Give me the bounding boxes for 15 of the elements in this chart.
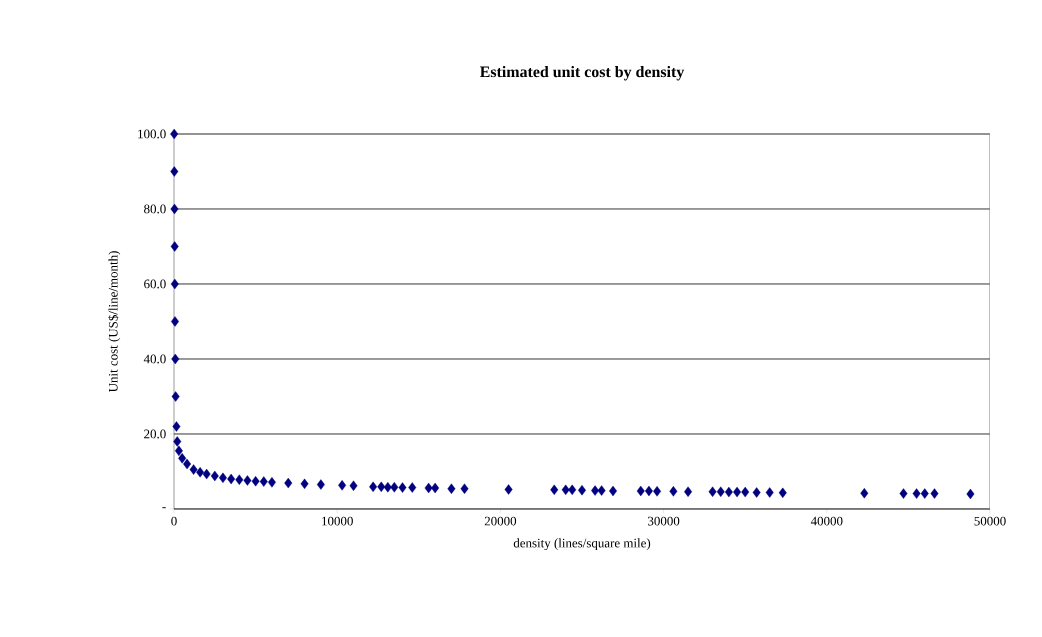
y-tick-label: - [162,507,166,509]
y-tick-label: 80.0 [144,204,166,214]
y-axis-title: Unit cost (US$/line/month) [108,251,121,393]
chart-title: Estimated unit cost by density [479,65,685,81]
x-tick-label: 0 [171,516,177,526]
y-tick-label: 60.0 [144,279,166,289]
x-tick-label: 30000 [648,516,680,526]
y-tick-label: 20.0 [144,429,166,439]
x-axis-title: density (lines/square mile) [513,538,651,551]
x-tick-label: 20000 [484,516,517,526]
y-tick-label: 100.0 [138,129,166,139]
x-tick-label: 40000 [810,516,843,526]
y-tick-label: 40.0 [143,354,166,364]
x-tick-label: 50000 [974,516,1006,526]
x-tick-label: 10000 [322,516,353,526]
